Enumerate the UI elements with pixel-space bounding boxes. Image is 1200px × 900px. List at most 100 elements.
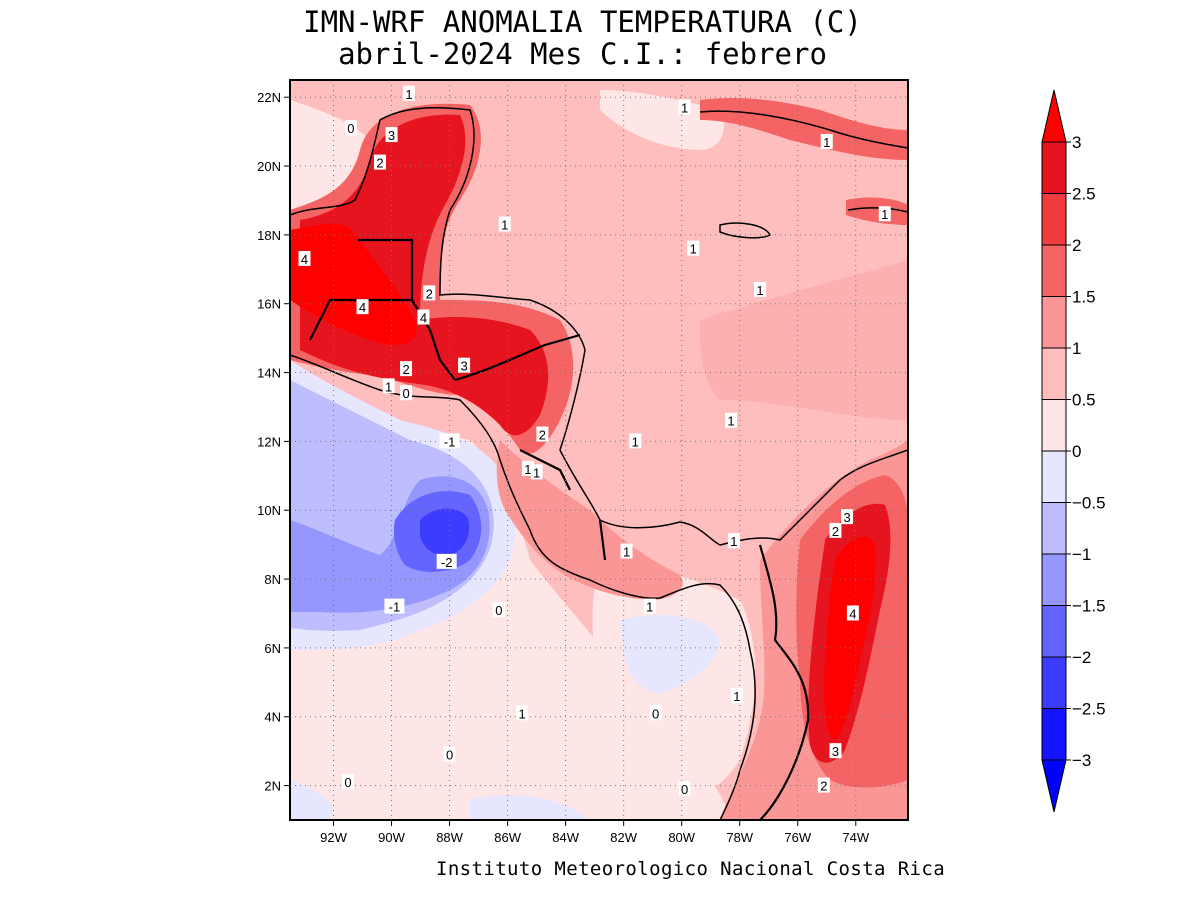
- colorbar-swatch: [1041, 296, 1067, 349]
- lon-tick-label: 92W: [320, 830, 347, 845]
- contour-label: 2: [832, 524, 839, 539]
- lat-tick-label: 20N: [257, 159, 281, 174]
- colorbar-label: 3: [1072, 133, 1081, 152]
- contour-label-bg: [643, 598, 656, 614]
- gridlines: [290, 80, 908, 820]
- contour-label-bg: [516, 705, 529, 721]
- colorbar-swatch: [1041, 656, 1067, 709]
- contour-label-bg: [727, 533, 740, 549]
- field-hispaniola-warm: [846, 197, 908, 225]
- colorbar-swatch: [1041, 244, 1067, 297]
- map-frame: [289, 79, 909, 821]
- colorbar-swatch: [1041, 502, 1067, 555]
- colorbar-label: 1.5: [1072, 288, 1096, 307]
- colorbar-label: −1: [1072, 545, 1091, 564]
- contour-label: 4: [849, 606, 856, 621]
- colorbar-over-arrow: [1041, 89, 1067, 143]
- colorbar-swatch: [1041, 347, 1067, 400]
- contour-label: 1: [823, 135, 830, 150]
- contour-label: 1: [405, 87, 412, 102]
- colorbar-swatch: [1041, 708, 1067, 761]
- border-honduras-nicaragua: [454, 333, 581, 382]
- contour-label-bg: [342, 774, 355, 790]
- colorbar-label: 2.5: [1072, 185, 1096, 204]
- contour-label-bg: [384, 598, 405, 614]
- contour-label-bg: [536, 426, 549, 442]
- contour-label: 0: [402, 386, 409, 401]
- contour-label: 1: [632, 434, 639, 449]
- caribbean-coastline: [290, 106, 908, 546]
- contour-label: 1: [501, 218, 508, 233]
- contour-label-bg: [629, 433, 642, 449]
- contour-label-bg: [530, 464, 543, 480]
- lat-tick-label: 4N: [264, 710, 281, 725]
- contour-label-bg: [373, 154, 386, 170]
- contour-label: 3: [388, 128, 395, 143]
- contour-label-bg: [820, 133, 833, 149]
- contour-label-bg: [492, 602, 505, 618]
- contour-label: 1: [730, 534, 737, 549]
- contour-label: 3: [832, 744, 839, 759]
- contour-label-bg: [498, 216, 511, 232]
- contour-label: 1: [881, 207, 888, 222]
- contour-label: 2: [376, 156, 383, 171]
- contour-label-bg: [730, 688, 743, 704]
- colorbar-label: −1.5: [1072, 597, 1106, 616]
- field-cool-s: [470, 795, 590, 820]
- lon-tick-label: 90W: [378, 830, 405, 845]
- colorbar-under-arrow: [1041, 759, 1067, 813]
- lat-tick-label: 6N: [264, 641, 281, 656]
- contour-label-bg: [382, 378, 395, 394]
- lon-tick-label: 80W: [668, 830, 695, 845]
- colorbar-swatch: [1041, 605, 1067, 658]
- lon-tick-label: 82W: [610, 830, 637, 845]
- contour-label: 0: [495, 603, 502, 618]
- lon-tick-label: 78W: [726, 830, 753, 845]
- lon-tick-label: 84W: [552, 830, 579, 845]
- lon-tick-label: 86W: [494, 830, 521, 845]
- contour-label: 1: [681, 101, 688, 116]
- field-warm-3: [300, 114, 549, 436]
- colorbar: 3 2.5 2 1.5 1 0.5 0 −0.5 −1 −1.5 −2 −2.5 −3: [1041, 89, 1106, 813]
- contour-label: 2: [820, 779, 827, 794]
- contour-label: 2: [539, 428, 546, 443]
- contour-label-bg: [400, 385, 413, 401]
- jamaica-coast: [719, 222, 772, 239]
- field-isthmus: [496, 440, 683, 600]
- field-colombia-4: [823, 536, 876, 740]
- colorbar-swatch: [1041, 399, 1067, 452]
- colorbar-swatch: [1041, 450, 1067, 503]
- contour-label: -1: [444, 434, 456, 449]
- colorbar-label: 2: [1072, 236, 1081, 255]
- contour-label-bg: [678, 99, 691, 115]
- contour-label: 1: [756, 283, 763, 298]
- lat-tick-label: 22N: [257, 90, 281, 105]
- contour-label: 1: [524, 462, 531, 477]
- border-guatemala-mexico: [309, 238, 414, 341]
- contour-label-bg: [443, 746, 456, 762]
- colorbar-swatch: [1041, 193, 1067, 246]
- contour-label-bg: [402, 85, 415, 101]
- contour-label: 0: [446, 748, 453, 763]
- contour-label-bg: [439, 433, 460, 449]
- pacific-coastline: [290, 354, 756, 820]
- lon-tick-label: 76W: [784, 830, 811, 845]
- contour-label: 1: [646, 600, 653, 615]
- colorbar-label: −2: [1072, 648, 1091, 667]
- contour-label-bg: [754, 281, 767, 297]
- contour-label-bg: [417, 309, 430, 325]
- contour-label-bg: [385, 127, 398, 143]
- field-cool-2: [420, 508, 470, 556]
- cuba-coast: [699, 110, 908, 149]
- colorbar-label: −3: [1072, 751, 1091, 770]
- contour-label: 4: [359, 300, 366, 315]
- colorbar-label: 0: [1072, 442, 1081, 461]
- lat-tick-label: 16N: [257, 297, 281, 312]
- contour-label: 0: [652, 706, 659, 721]
- field-cool-colombia-coast: [620, 615, 720, 693]
- border-nicaragua-costarica: [519, 449, 571, 491]
- contour-label-bg: [423, 285, 436, 301]
- contour-label-bg: [620, 543, 633, 559]
- border-panama-colombia: [758, 544, 810, 820]
